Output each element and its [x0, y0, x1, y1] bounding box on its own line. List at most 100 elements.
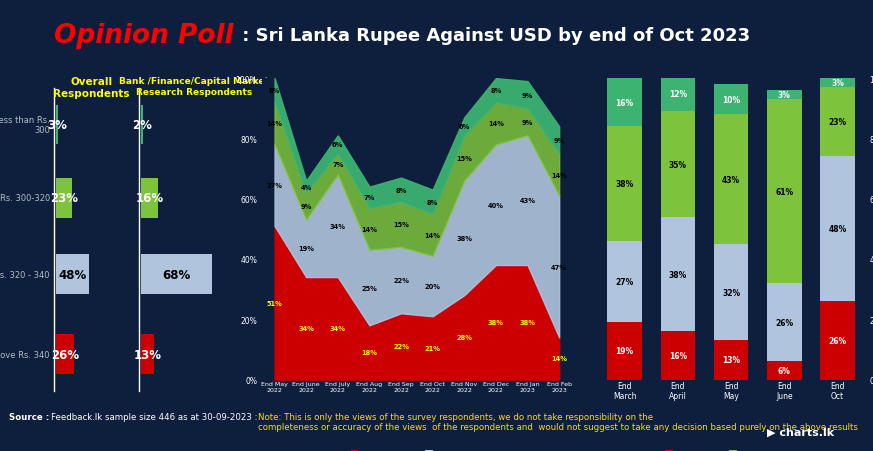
Text: 27%: 27% — [266, 183, 283, 189]
Text: 40%: 40% — [488, 202, 504, 208]
Text: 16%: 16% — [615, 98, 634, 107]
Bar — [821, 157, 855, 302]
Text: 35%: 35% — [669, 160, 687, 169]
Text: Feedback.lk sample size 446 as at 30-09-2023 :: Feedback.lk sample size 446 as at 30-09-… — [51, 412, 260, 421]
Text: Source :: Source : — [9, 412, 52, 421]
Legend: Above Rs. 340, Rs. 320 - 340, Rs. 300-320, Less than Rs. 300: Above Rs. 340, Rs. 320 - 340, Rs. 300-32… — [663, 447, 800, 451]
Bar — [767, 362, 801, 380]
Bar — [608, 127, 642, 241]
Text: 47%: 47% — [551, 264, 567, 270]
Text: 9%: 9% — [553, 138, 565, 143]
Text: 6%: 6% — [778, 366, 791, 375]
Text: 20%: 20% — [424, 284, 441, 290]
Text: 68%: 68% — [162, 268, 190, 281]
Text: 9%: 9% — [522, 92, 533, 98]
Bar — [661, 76, 695, 112]
FancyBboxPatch shape — [141, 255, 211, 295]
Legend: Less than Rs. 325, Rs. 350 - 375, Rs. 325-350, Above Rs. 375: Less than Rs. 325, Rs. 350 - 375, Rs. 32… — [348, 447, 485, 451]
Text: 34%: 34% — [299, 326, 314, 331]
Text: 15%: 15% — [457, 156, 472, 161]
Text: Rs. 300-320: Rs. 300-320 — [0, 194, 50, 203]
Text: 51%: 51% — [266, 300, 283, 306]
Text: 13%: 13% — [134, 348, 162, 361]
Text: 6%: 6% — [458, 124, 470, 130]
Text: ▶ charts.lk: ▶ charts.lk — [766, 426, 834, 436]
Text: Opinion Poll: Opinion Poll — [54, 23, 234, 49]
Text: 6%: 6% — [332, 142, 343, 148]
Text: 8%: 8% — [427, 199, 438, 205]
Text: 10%: 10% — [722, 96, 740, 105]
FancyBboxPatch shape — [141, 179, 158, 218]
Bar — [821, 302, 855, 380]
Text: 7%: 7% — [364, 195, 375, 201]
Text: 43%: 43% — [722, 175, 740, 184]
Text: 2%: 2% — [132, 119, 152, 132]
Text: 38%: 38% — [519, 320, 535, 326]
FancyBboxPatch shape — [141, 105, 143, 145]
Text: 3%: 3% — [778, 91, 791, 100]
Text: 8%: 8% — [395, 187, 407, 193]
Bar — [714, 115, 748, 244]
Text: 26%: 26% — [828, 336, 847, 345]
Text: 38%: 38% — [457, 235, 472, 241]
Bar — [821, 88, 855, 157]
Text: 27%: 27% — [615, 277, 634, 286]
Bar — [714, 244, 748, 341]
Text: 14%: 14% — [551, 172, 567, 178]
Text: 38%: 38% — [488, 320, 504, 326]
Text: 34%: 34% — [330, 326, 346, 331]
Text: 8%: 8% — [269, 88, 280, 94]
Text: 4%: 4% — [300, 184, 312, 190]
Text: 23%: 23% — [50, 192, 78, 205]
Text: 13%: 13% — [722, 356, 740, 365]
Text: 22%: 22% — [393, 344, 409, 350]
Text: 16%: 16% — [669, 351, 687, 360]
Text: 21%: 21% — [424, 345, 441, 351]
Bar — [767, 91, 801, 100]
Bar — [767, 284, 801, 362]
Text: 16%: 16% — [135, 192, 163, 205]
Text: Note: This is only the views of the survey respondents, we do not take responsib: Note: This is only the views of the surv… — [258, 412, 858, 432]
Text: 15%: 15% — [393, 222, 409, 228]
FancyBboxPatch shape — [56, 179, 72, 218]
Text: 28%: 28% — [457, 335, 472, 341]
Text: 22%: 22% — [393, 277, 409, 284]
Text: 14%: 14% — [488, 121, 504, 127]
Text: Above Rs. 340: Above Rs. 340 — [0, 350, 50, 359]
Bar — [714, 341, 748, 380]
Text: 38%: 38% — [615, 179, 634, 189]
Bar — [608, 79, 642, 127]
FancyBboxPatch shape — [56, 335, 73, 374]
Text: 34%: 34% — [330, 223, 346, 229]
Bar — [608, 322, 642, 380]
Text: 43%: 43% — [519, 198, 535, 204]
Bar — [608, 241, 642, 322]
Text: 3%: 3% — [47, 119, 67, 132]
Text: Overall
Respondents: Overall Respondents — [53, 77, 129, 99]
Text: Bank /Finance/Capital Market
Research Respondents: Bank /Finance/Capital Market Research Re… — [119, 77, 269, 97]
Bar — [767, 100, 801, 284]
Text: 8%: 8% — [491, 88, 502, 94]
Text: 9%: 9% — [522, 120, 533, 125]
Text: 48%: 48% — [58, 268, 86, 281]
Text: 38%: 38% — [669, 270, 687, 279]
Bar — [661, 331, 695, 380]
Text: 25%: 25% — [361, 285, 377, 291]
Text: 61%: 61% — [775, 187, 794, 196]
Text: 23%: 23% — [828, 118, 847, 127]
Bar — [661, 217, 695, 331]
Bar — [821, 79, 855, 88]
Text: 19%: 19% — [615, 347, 634, 356]
Text: 14%: 14% — [266, 121, 283, 127]
Bar — [661, 112, 695, 217]
Text: Rs. 320 - 340: Rs. 320 - 340 — [0, 270, 50, 279]
Bar — [714, 85, 748, 115]
Text: 7%: 7% — [332, 161, 343, 168]
Text: 12%: 12% — [669, 89, 687, 98]
Text: 48%: 48% — [828, 225, 847, 234]
Text: 14%: 14% — [361, 226, 377, 232]
FancyBboxPatch shape — [56, 255, 89, 295]
Text: 9%: 9% — [300, 204, 312, 210]
Text: 32%: 32% — [722, 288, 740, 297]
Text: 26%: 26% — [51, 348, 79, 361]
